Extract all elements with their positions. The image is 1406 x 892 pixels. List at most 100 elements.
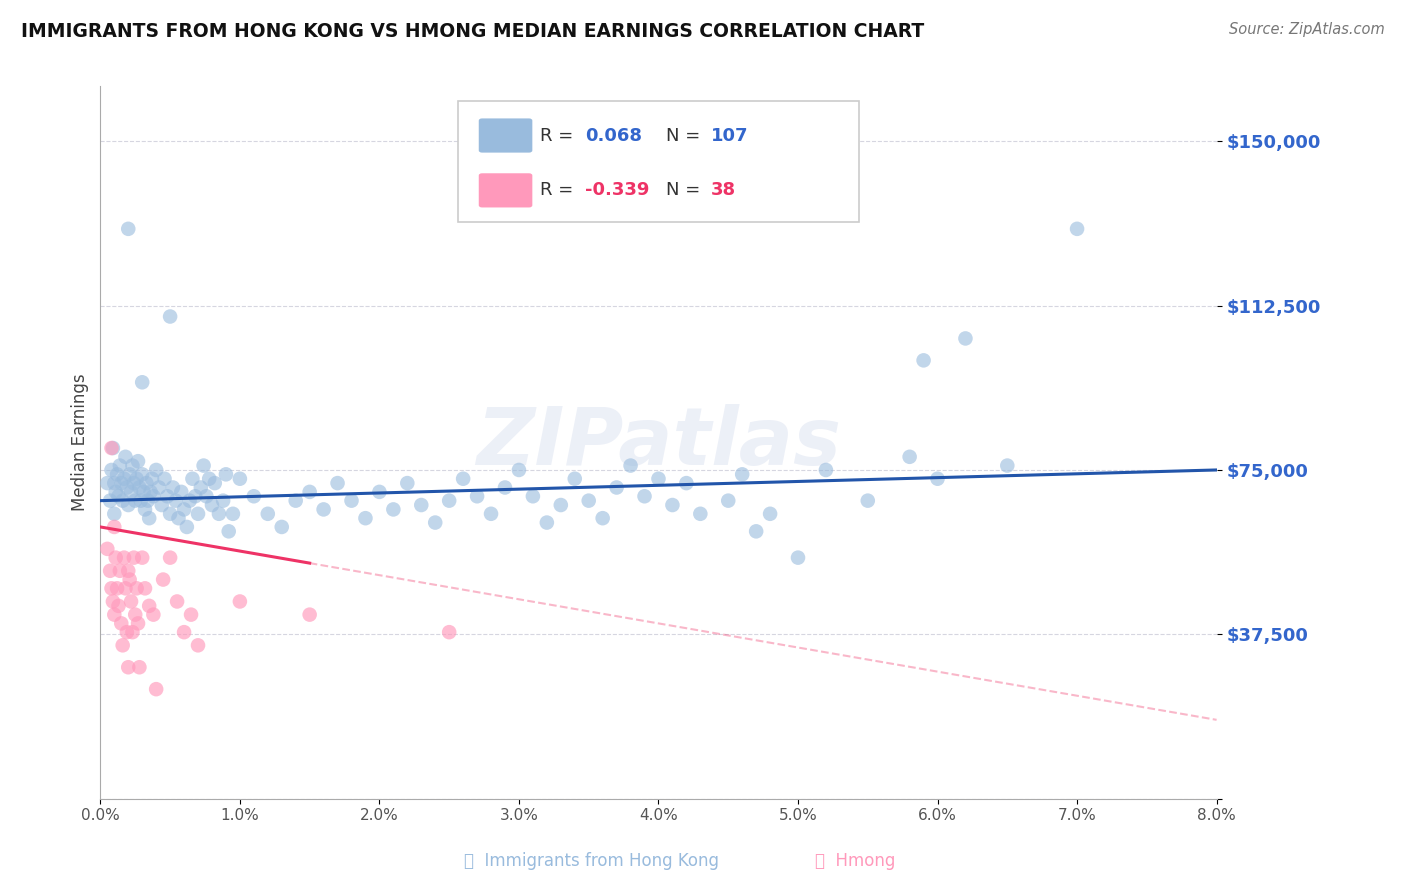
Text: ⬜  Hmong: ⬜ Hmong <box>815 852 896 870</box>
Point <box>131 467 153 482</box>
Point <box>112 550 135 565</box>
Point <box>105 582 128 596</box>
Point <box>142 607 165 622</box>
Point <box>170 484 193 499</box>
Point <box>129 493 152 508</box>
Text: -0.339: -0.339 <box>585 181 650 200</box>
Point <box>229 472 252 486</box>
Text: ZIPatlas: ZIPatlas <box>477 403 841 482</box>
Point <box>592 511 614 525</box>
Point <box>814 463 837 477</box>
Text: R =: R = <box>540 181 574 200</box>
Point <box>166 594 188 608</box>
Point <box>212 493 235 508</box>
Text: N =: N = <box>666 181 700 200</box>
Point <box>425 516 447 530</box>
Point <box>128 481 150 495</box>
Point <box>115 625 138 640</box>
Point <box>127 454 149 468</box>
Point <box>218 524 240 539</box>
Point <box>114 582 136 596</box>
Point <box>536 516 558 530</box>
Point <box>564 472 586 486</box>
Point <box>131 376 153 390</box>
Point <box>675 476 697 491</box>
Point <box>382 502 405 516</box>
Point <box>284 493 307 508</box>
Point <box>479 507 502 521</box>
Point <box>118 573 141 587</box>
Point <box>132 484 155 499</box>
Point <box>145 682 167 697</box>
Point <box>159 550 181 565</box>
Point <box>187 507 209 521</box>
Point <box>110 476 132 491</box>
Point <box>103 520 125 534</box>
FancyBboxPatch shape <box>457 101 859 222</box>
Text: 0.068: 0.068 <box>585 127 641 145</box>
Point <box>204 476 226 491</box>
Text: 38: 38 <box>711 181 737 200</box>
Point <box>912 353 935 368</box>
Point <box>153 472 176 486</box>
Point <box>138 511 160 525</box>
Point <box>103 476 125 491</box>
Text: N =: N = <box>666 127 700 145</box>
Point <box>661 498 683 512</box>
Point <box>118 467 141 482</box>
Point <box>451 472 474 486</box>
Point <box>135 476 157 491</box>
Point <box>173 502 195 516</box>
Point <box>606 481 628 495</box>
Point <box>717 493 740 508</box>
Point <box>134 582 156 596</box>
Point <box>340 493 363 508</box>
Text: Source: ZipAtlas.com: Source: ZipAtlas.com <box>1229 22 1385 37</box>
Point <box>927 472 949 486</box>
Point <box>107 599 129 613</box>
Point <box>179 493 201 508</box>
Point <box>117 660 139 674</box>
Point <box>148 481 170 495</box>
Text: IMMIGRANTS FROM HONG KONG VS HMONG MEDIAN EARNINGS CORRELATION CHART: IMMIGRANTS FROM HONG KONG VS HMONG MEDIA… <box>21 22 924 41</box>
Point <box>508 463 530 477</box>
Point <box>396 476 419 491</box>
Point <box>411 498 433 512</box>
Point <box>100 441 122 455</box>
Point <box>198 472 221 486</box>
Point <box>117 222 139 236</box>
Point <box>110 616 132 631</box>
Point <box>120 484 142 499</box>
Point <box>104 550 127 565</box>
Point <box>243 489 266 503</box>
Point <box>105 467 128 482</box>
Point <box>124 607 146 622</box>
Point <box>187 638 209 652</box>
Point <box>108 458 131 473</box>
Point <box>128 660 150 674</box>
Point <box>176 520 198 534</box>
Point <box>633 489 655 503</box>
FancyBboxPatch shape <box>479 173 533 208</box>
Point <box>647 472 669 486</box>
Point <box>117 498 139 512</box>
Point <box>1066 222 1088 236</box>
Point <box>122 476 145 491</box>
Point <box>134 502 156 516</box>
Point <box>229 594 252 608</box>
Point <box>215 467 238 482</box>
Point <box>120 594 142 608</box>
Point <box>731 467 754 482</box>
Point <box>159 310 181 324</box>
Point <box>195 489 218 503</box>
Point <box>114 450 136 464</box>
Point <box>298 607 321 622</box>
Point <box>124 493 146 508</box>
Point <box>121 458 143 473</box>
Point <box>142 489 165 503</box>
Point <box>98 564 121 578</box>
Point <box>190 481 212 495</box>
Point <box>152 573 174 587</box>
Point <box>494 481 516 495</box>
Point <box>437 493 460 508</box>
